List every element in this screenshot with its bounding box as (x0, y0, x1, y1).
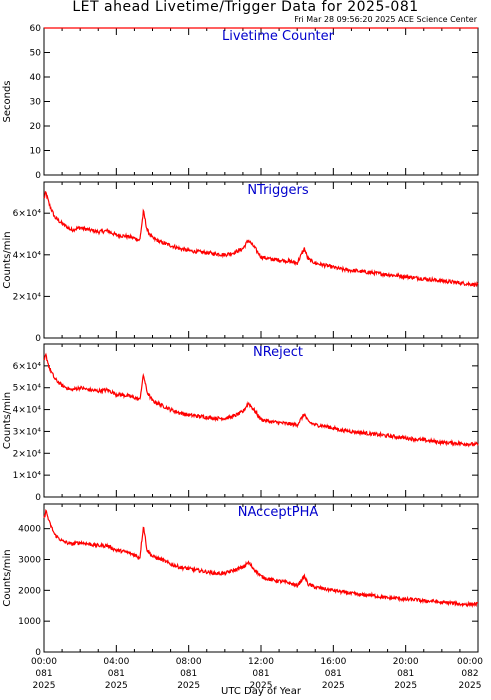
y-axis-label: Counts/min (2, 549, 13, 606)
x-tick-label: 04:00 (103, 657, 129, 667)
x-tick-label: 081 (325, 669, 342, 679)
x-tick-label: 2025 (105, 681, 128, 691)
series-line (43, 190, 479, 288)
y-tick-label: 3×10⁴ (13, 427, 42, 437)
x-tick-label: 081 (108, 669, 125, 679)
panel-title: Livetime Counter (222, 29, 335, 44)
y-tick-label: 30 (30, 98, 42, 108)
y-tick-label: 10 (30, 147, 42, 157)
panel-title: NAcceptPHA (238, 505, 319, 520)
y-axis-label: Seconds (2, 80, 13, 122)
x-tick-label: 081 (180, 669, 197, 679)
y-tick-label: 0 (35, 171, 41, 181)
x-tick-label: 20:00 (393, 657, 419, 667)
x-tick-label: 081 (397, 669, 414, 679)
y-tick-label: 4×10⁴ (13, 251, 42, 261)
y-tick-label: 0 (35, 334, 41, 344)
x-tick-label: 08:00 (176, 657, 202, 667)
x-tick-label: 00:00 (31, 657, 57, 667)
chart-title: LET ahead Livetime/Trigger Data for 2025… (72, 0, 419, 15)
generated-timestamp: Fri Mar 28 09:56:20 2025 ACE Science Cen… (294, 15, 477, 24)
y-tick-label: 0 (35, 648, 41, 658)
y-tick-label: 40 (30, 73, 42, 83)
y-tick-label: 0 (35, 493, 41, 503)
y-tick-label: 6×10⁴ (13, 362, 42, 372)
x-tick-label: 2025 (459, 681, 482, 691)
y-tick-label: 20 (30, 122, 42, 132)
y-tick-label: 60 (30, 24, 42, 34)
y-axis-label: Counts/min (2, 231, 13, 288)
y-tick-label: 2000 (18, 586, 41, 596)
panel-frame (43, 343, 479, 498)
panel-title: NTriggers (247, 183, 309, 198)
series-line (43, 352, 479, 448)
x-tick-label: 2025 (177, 681, 200, 691)
y-tick-label: 4×10⁴ (13, 406, 42, 416)
panel-title: NReject (253, 345, 303, 360)
x-tick-label: 16:00 (320, 657, 346, 667)
x-tick-label: 081 (35, 669, 52, 679)
panel-frame (43, 27, 479, 176)
x-tick-label: 082 (461, 669, 478, 679)
x-axis-label: UTC Day of Year (221, 686, 302, 697)
y-tick-label: 5×10⁴ (13, 384, 42, 394)
y-tick-label: 2×10⁴ (13, 292, 42, 302)
panel-frame (43, 503, 479, 653)
y-tick-label: 50 (30, 49, 42, 59)
y-tick-label: 2×10⁴ (13, 449, 42, 459)
x-tick-label: 12:00 (248, 657, 274, 667)
y-tick-label: 1000 (18, 617, 41, 627)
y-tick-label: 6×10⁴ (13, 209, 42, 219)
y-tick-label: 1×10⁴ (13, 471, 42, 481)
y-tick-label: 3000 (18, 556, 41, 566)
x-tick-label: 2025 (322, 681, 345, 691)
y-axis-label: Counts/min (2, 392, 13, 449)
series-line (43, 509, 479, 608)
x-tick-label: 2025 (250, 681, 273, 691)
x-tick-label: 00:00 (457, 657, 483, 667)
y-tick-label: 4000 (18, 525, 41, 535)
x-tick-label: 081 (252, 669, 269, 679)
panel-frame (43, 181, 479, 339)
x-tick-label: 2025 (394, 681, 417, 691)
x-tick-label: 2025 (33, 681, 56, 691)
